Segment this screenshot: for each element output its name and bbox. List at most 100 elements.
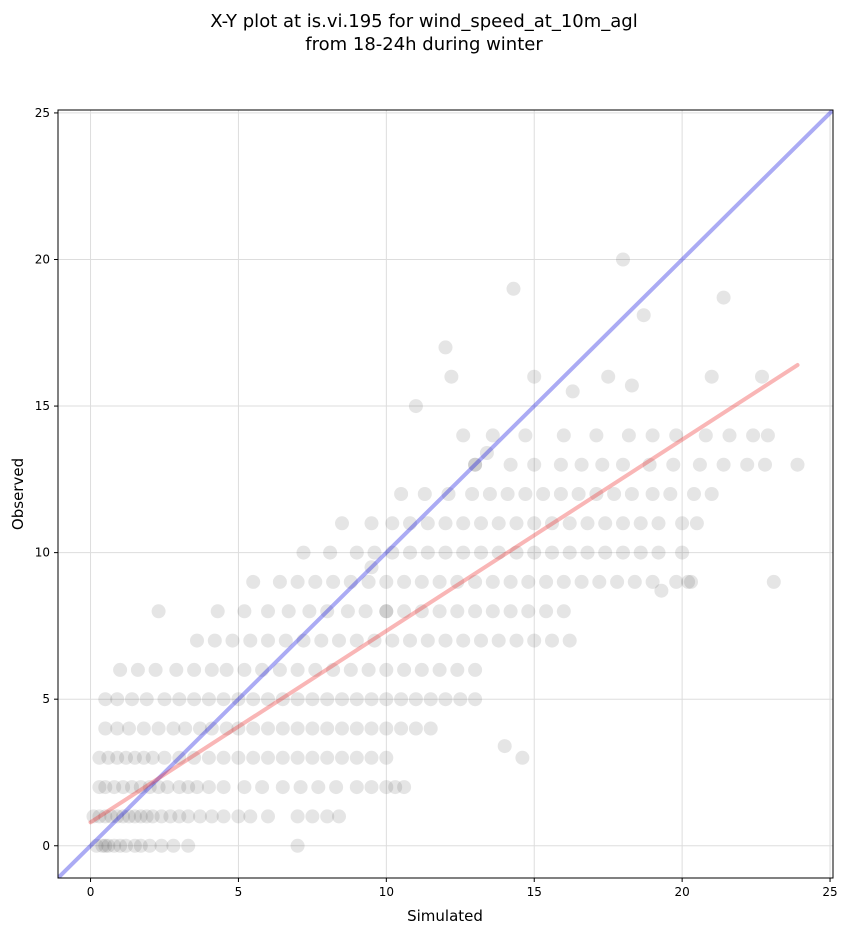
data-point	[491, 633, 506, 648]
data-point	[414, 574, 429, 589]
data-point	[636, 308, 651, 323]
data-point	[684, 574, 698, 589]
x-tick-label: 20	[675, 885, 690, 899]
data-point	[432, 662, 447, 677]
data-point	[468, 457, 483, 472]
data-point	[92, 780, 107, 795]
data-point	[340, 604, 355, 619]
data-point	[290, 838, 305, 853]
data-point	[107, 780, 122, 795]
data-point	[589, 487, 604, 501]
data-point	[627, 574, 642, 589]
data-point	[556, 604, 571, 619]
data-point	[246, 692, 261, 707]
data-point	[379, 574, 394, 589]
data-point	[246, 750, 261, 765]
data-point	[456, 633, 471, 648]
data-point	[621, 428, 636, 443]
data-point	[290, 750, 305, 765]
data-point	[468, 457, 483, 472]
data-point	[305, 692, 320, 707]
data-point	[397, 604, 412, 619]
data-point	[169, 662, 184, 677]
data-point	[450, 574, 465, 589]
data-point	[545, 545, 559, 560]
data-point	[364, 780, 379, 795]
data-point	[601, 369, 616, 384]
data-point	[518, 428, 533, 443]
data-point	[181, 838, 196, 853]
data-point	[417, 487, 432, 501]
data-point	[148, 662, 163, 677]
data-point	[151, 721, 166, 736]
data-point	[760, 428, 775, 443]
x-tick-label: 5	[235, 885, 243, 899]
data-point	[485, 574, 500, 589]
data-point	[329, 780, 344, 795]
data-point	[527, 369, 542, 384]
data-point	[145, 750, 160, 765]
data-point	[474, 545, 488, 560]
data-point	[545, 516, 559, 531]
data-point	[358, 604, 373, 619]
data-point	[296, 633, 311, 648]
data-point	[394, 487, 409, 501]
data-point	[246, 574, 261, 589]
data-point	[364, 516, 379, 531]
data-point	[716, 290, 731, 305]
data-point	[722, 428, 737, 443]
data-point	[361, 662, 376, 677]
data-point	[275, 780, 290, 795]
data-point	[675, 545, 690, 560]
data-point	[139, 809, 154, 824]
data-point	[133, 809, 148, 824]
data-point	[278, 633, 293, 648]
data-point	[133, 780, 148, 795]
data-point	[332, 633, 346, 648]
data-point	[193, 809, 207, 824]
data-points	[86, 252, 805, 853]
data-point	[204, 721, 219, 736]
data-point	[172, 809, 187, 824]
data-point	[107, 838, 122, 853]
data-point	[394, 721, 409, 736]
reference-lines	[58, 110, 833, 878]
data-point	[151, 604, 166, 619]
data-point	[116, 780, 131, 795]
chart-title: X-Y plot at is.vi.195 for wind_speed_at_…	[210, 11, 638, 32]
data-point	[349, 780, 364, 795]
data-point	[349, 692, 364, 707]
data-point	[216, 750, 231, 765]
data-point	[397, 574, 412, 589]
data-point	[607, 487, 622, 501]
data-point	[246, 721, 261, 736]
data-point	[642, 457, 657, 472]
data-point	[482, 487, 497, 501]
data-point	[491, 545, 506, 560]
data-point	[444, 369, 459, 384]
data-point	[740, 457, 755, 472]
data-point	[237, 780, 252, 795]
x-tick-label: 0	[87, 885, 95, 899]
data-point	[556, 574, 571, 589]
data-point	[110, 809, 125, 824]
data-point	[790, 457, 805, 472]
data-point	[521, 574, 536, 589]
y-tick-label: 20	[35, 252, 50, 266]
data-point	[243, 633, 258, 648]
data-point	[231, 692, 246, 707]
data-point	[468, 604, 483, 619]
data-point	[553, 487, 568, 501]
data-point	[414, 604, 429, 619]
data-point	[420, 633, 435, 648]
data-point	[261, 692, 275, 707]
data-point	[645, 574, 660, 589]
data-point	[408, 721, 423, 736]
y-tick-label: 15	[35, 399, 50, 413]
data-point	[219, 721, 234, 736]
data-point	[491, 516, 506, 531]
data-point	[133, 838, 148, 853]
data-point	[364, 560, 379, 575]
data-point	[456, 428, 471, 443]
plot-frame	[57, 109, 834, 879]
